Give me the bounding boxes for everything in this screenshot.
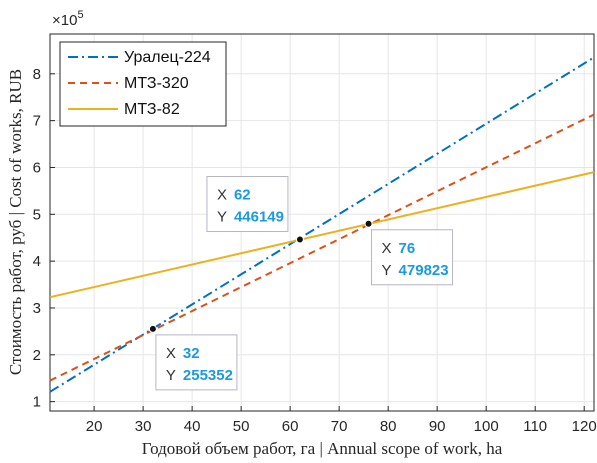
y-tick-label: 2 bbox=[33, 347, 41, 364]
x-tick-label: 30 bbox=[135, 418, 152, 435]
datatip-y-value: 479823 bbox=[399, 262, 449, 279]
y-tick-label: 1 bbox=[33, 394, 41, 411]
x-axis-label: Годовой объем работ, га | Annual scope o… bbox=[142, 439, 503, 458]
datatip-x-key: X bbox=[382, 240, 392, 257]
datatip-x-value: 32 bbox=[183, 345, 200, 362]
series-line bbox=[49, 171, 595, 299]
y-tick-label: 3 bbox=[33, 300, 41, 317]
datatip-y-key: Y bbox=[217, 209, 227, 226]
datatips: X 32 Y 255352 X 62 Y 446149 X 76 Y 479823 bbox=[148, 176, 454, 391]
y-tick-label: 6 bbox=[33, 159, 41, 176]
x-tick-label: 60 bbox=[282, 418, 299, 435]
datatip-x-key: X bbox=[217, 187, 227, 204]
datatip-box bbox=[371, 229, 454, 286]
x-tick-label: 120 bbox=[572, 418, 597, 435]
legend: Уралец-224 МТЗ-320 МТЗ-82 bbox=[59, 41, 227, 127]
axes-box bbox=[49, 33, 595, 412]
datatip-y-value: 446149 bbox=[234, 209, 284, 226]
series-line bbox=[49, 113, 595, 382]
datatip-y-value: 255352 bbox=[183, 367, 233, 384]
y-tick-label: 4 bbox=[33, 253, 41, 270]
datatip-x-value: 62 bbox=[234, 187, 251, 204]
datatip-marker bbox=[295, 235, 304, 244]
y-exponent-label: ×105 bbox=[52, 9, 84, 29]
x-tick-label: 100 bbox=[474, 418, 499, 435]
x-tick-label: 70 bbox=[331, 418, 348, 435]
legend-label-uralets: Уралец-224 bbox=[124, 49, 211, 66]
datatip-marker bbox=[364, 219, 373, 228]
datatip-box bbox=[155, 334, 238, 391]
datatip-y-key: Y bbox=[382, 262, 392, 279]
datatip-marker bbox=[148, 324, 157, 333]
y-axis-ticks: 1 2 3 4 5 6 7 8 bbox=[33, 66, 55, 411]
x-tick-label: 110 bbox=[523, 418, 547, 435]
legend-label-mtz82: МТЗ-82 bbox=[124, 101, 180, 118]
y-tick-label: 5 bbox=[33, 206, 41, 223]
y-axis-label: Стоимость работ, руб | Cost of works, RU… bbox=[6, 69, 25, 375]
x-tick-label: 90 bbox=[429, 418, 446, 435]
x-tick-label: 80 bbox=[380, 418, 397, 435]
legend-label-mtz320: МТЗ-320 bbox=[124, 75, 189, 92]
datatip-x-key: X bbox=[166, 345, 176, 362]
x-axis-ticks: 20 30 40 50 60 70 80 90 100 110 120 bbox=[86, 406, 597, 435]
legend-box bbox=[59, 41, 227, 127]
y-tick-label: 8 bbox=[33, 66, 41, 83]
series-lines bbox=[49, 56, 595, 393]
x-tick-label: 50 bbox=[233, 418, 250, 435]
datatip-x-value: 76 bbox=[399, 240, 416, 257]
x-tick-label: 40 bbox=[184, 418, 201, 435]
datatip-y-key: Y bbox=[166, 367, 176, 384]
datatip-box bbox=[206, 176, 289, 233]
x-tick-label: 20 bbox=[86, 418, 103, 435]
y-tick-label: 7 bbox=[33, 113, 41, 130]
